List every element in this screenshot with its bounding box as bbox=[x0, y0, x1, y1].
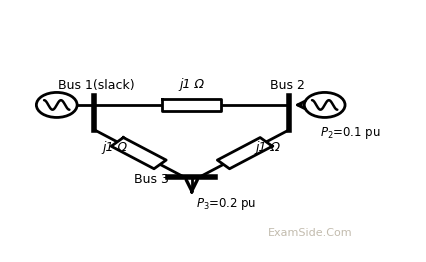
Polygon shape bbox=[217, 138, 272, 169]
Text: j1 Ω: j1 Ω bbox=[256, 141, 281, 154]
Text: $P_2$=0.1 pu: $P_2$=0.1 pu bbox=[320, 125, 381, 141]
Text: Bus 3: Bus 3 bbox=[133, 173, 168, 186]
Text: j1 Ω: j1 Ω bbox=[103, 141, 128, 154]
Polygon shape bbox=[162, 99, 221, 111]
Text: j1 Ω: j1 Ω bbox=[179, 78, 204, 91]
Text: $P_3$=0.2 pu: $P_3$=0.2 pu bbox=[196, 196, 256, 212]
Polygon shape bbox=[111, 138, 166, 169]
Text: Bus 2: Bus 2 bbox=[270, 79, 305, 92]
Text: ExamSide.Com: ExamSide.Com bbox=[268, 228, 353, 238]
Text: Bus 1(slack): Bus 1(slack) bbox=[58, 79, 135, 92]
